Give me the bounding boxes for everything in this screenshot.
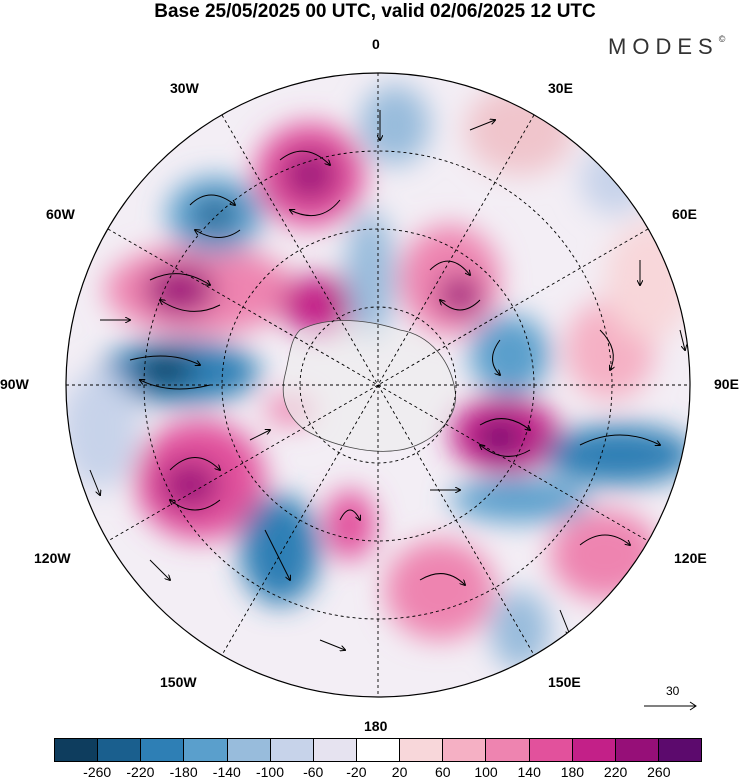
colorbar-tick-label: 180 [560, 764, 585, 780]
colorbar-tick-label: 260 [647, 764, 671, 780]
map-boundary [65, 72, 691, 698]
brand-logo: MODES© [608, 34, 726, 59]
meridian-label-90w: 90W [0, 376, 29, 392]
colorbar-ticks: -260 -220 -180 -140 -100 -60 -20 20 60 100 140 180 2… [0, 764, 750, 782]
meridian-label-150w: 150W [160, 674, 197, 690]
colorbar-segment [269, 739, 313, 761]
colorbar-segment [485, 739, 529, 761]
reference-arrow-icon [644, 701, 697, 711]
wind-vectors [89, 110, 685, 650]
colorbar-segment [528, 739, 572, 761]
meridian-label-30e: 30E [548, 80, 573, 96]
meridian-label-0: 0 [372, 36, 380, 52]
colorbar-tick-label: 20 [391, 764, 408, 780]
colorbar-tick-label: -20 [346, 764, 367, 780]
meridian-label-120w: 120W [34, 550, 71, 566]
colorbar-segment [355, 739, 400, 761]
meridian-label-60w: 60W [46, 206, 75, 222]
colorbar-tick-label: -220 [126, 764, 155, 780]
colorbar-segment [657, 739, 702, 761]
colorbar-tick-label: 140 [517, 764, 541, 780]
colorbar-segment [442, 739, 486, 761]
meridian-label-150e: 150E [548, 674, 581, 690]
meridian-label-30w: 30W [170, 80, 199, 96]
meridian-label-180: 180 [364, 718, 388, 734]
colorbar-segment [183, 739, 227, 761]
map-title: Base 25/05/2025 00 UTC, valid 02/06/2025… [154, 1, 596, 22]
colorbar-tick-label: 100 [474, 764, 498, 780]
colorbar-segment [140, 739, 184, 761]
colorbar-tick-label: 60 [435, 764, 451, 780]
meridian-label-120e: 120E [674, 550, 707, 566]
colorbar-segment [312, 739, 356, 761]
colorbar-segment [399, 739, 443, 761]
colorbar-tick-label: -100 [255, 764, 285, 780]
colorbar-segment [226, 739, 270, 761]
colorbar-segment [55, 739, 98, 761]
anomaly-field [66, 85, 690, 670]
colorbar-tick-label: -140 [212, 764, 241, 780]
meridian-label-60e: 60E [672, 206, 697, 222]
colorbar-segment [97, 739, 141, 761]
vector-reference-value: 30 [666, 684, 680, 698]
colorbar-segment [614, 739, 658, 761]
colorbar-tick-label: -260 [83, 764, 112, 780]
colorbar-tick-label: -180 [169, 764, 198, 780]
colorbar-tick-label: 220 [603, 764, 628, 780]
colorbar [54, 738, 702, 762]
antarctica-outline [282, 320, 456, 452]
meridian-label-90e: 90E [714, 376, 739, 392]
colorbar-tick-label: -60 [303, 764, 324, 780]
graticule [66, 73, 690, 697]
colorbar-segment [571, 739, 615, 761]
